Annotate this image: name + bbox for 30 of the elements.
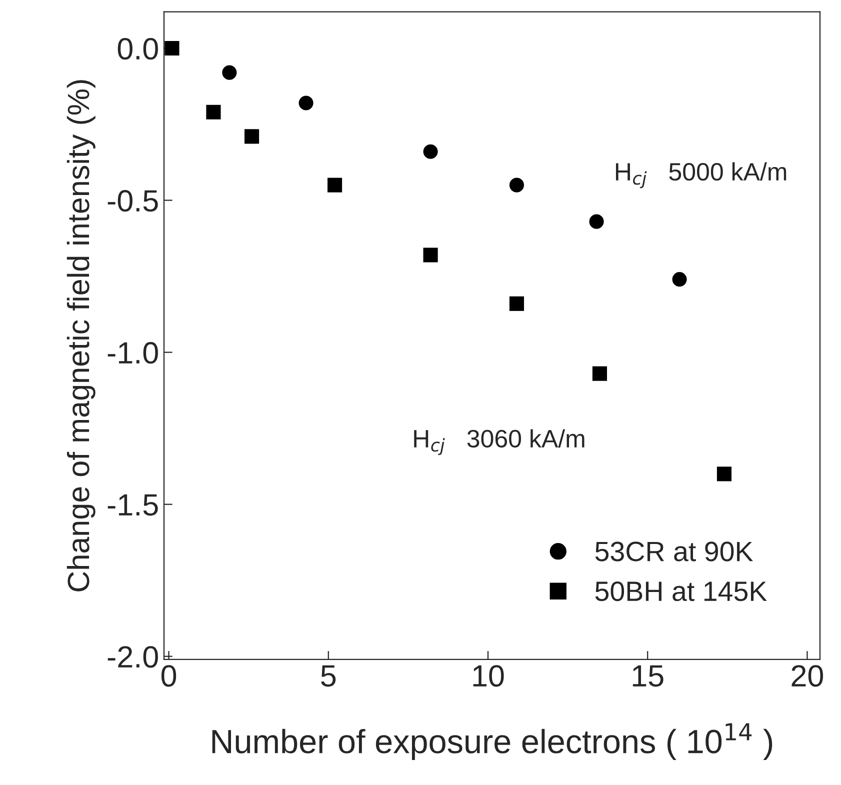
x-tick-label: 10 (473, 665, 504, 687)
x-tick-label: 15 (632, 665, 664, 687)
y-tick-label: -1.5 (108, 494, 158, 516)
point (509, 296, 524, 311)
x-tick-label: 20 (792, 665, 824, 687)
x-tick-label: 5 (321, 665, 336, 687)
point (423, 144, 438, 159)
point (222, 65, 237, 80)
point (206, 104, 221, 120)
text: H$_{cj}$ 5000 kA/m (616, 162, 786, 188)
x-axis-title: Number of exposure electrons ( 10$^{14}$ ) (212, 723, 772, 760)
y-tick-label: -0.5 (108, 190, 158, 212)
y-tick-label: -2.0 (108, 646, 158, 668)
y-tick-label: -1.0 (108, 342, 158, 364)
x-tick-label: 0 (161, 665, 176, 687)
legend-label: 50BH at 145K (595, 581, 767, 602)
point (672, 272, 687, 287)
point (716, 466, 732, 482)
legend-label: 53CR at 90K (595, 542, 753, 562)
point (244, 129, 260, 144)
point (592, 366, 607, 381)
point (298, 96, 314, 110)
point (423, 248, 438, 262)
point (164, 40, 180, 56)
text: H$_{cj}$ 3060 kA/m (414, 429, 584, 456)
y-tick-label: 0.0 (118, 38, 158, 60)
point (589, 214, 604, 229)
point (509, 178, 524, 192)
point (327, 178, 342, 192)
y-axis-title: Change of magnetic field intensity (%) (66, 80, 96, 592)
